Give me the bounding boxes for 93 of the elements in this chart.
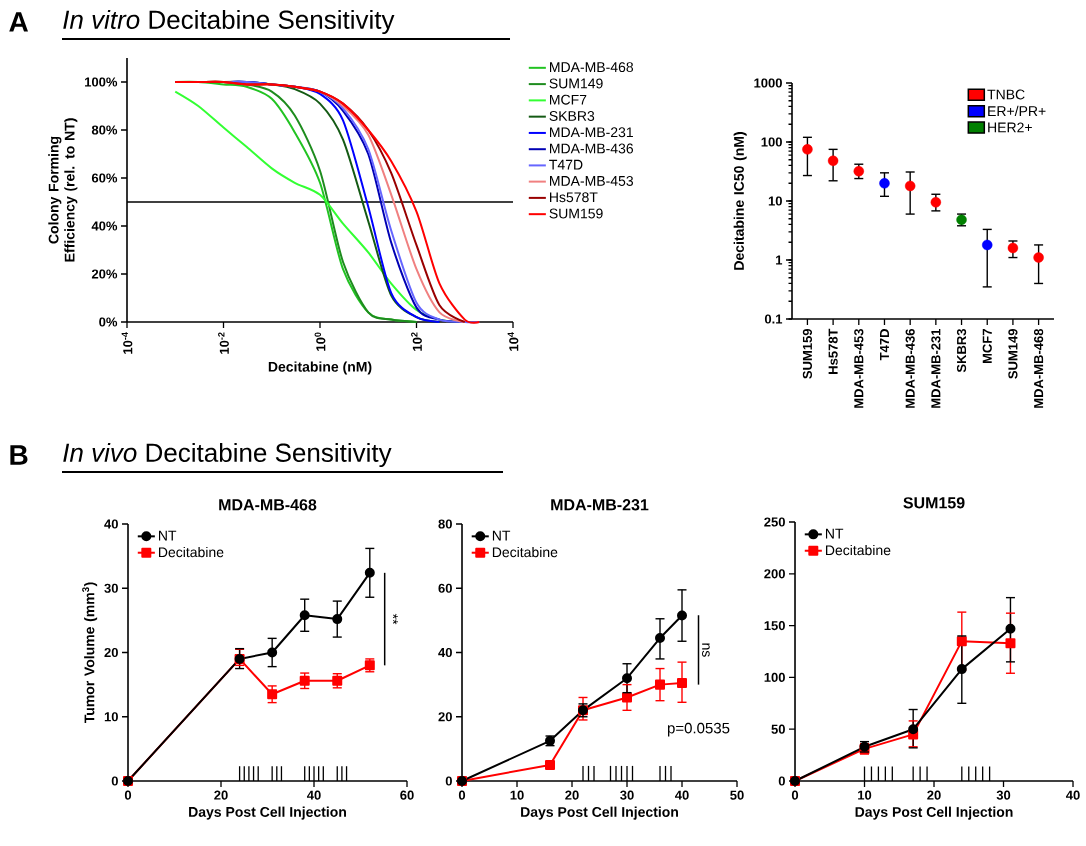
x-tick-label: MDA-MB-468 <box>1034 328 1044 408</box>
legend-label: Decitabine <box>159 546 224 558</box>
y-tick-label: 150 <box>764 620 785 631</box>
annotation: ns <box>702 643 710 657</box>
y-axis-title: Tumor Volume (mm$^{3}$) <box>82 582 98 724</box>
x-axis-title: Decitabine (nM) <box>268 361 372 375</box>
legend-label: T47D <box>549 159 583 170</box>
x-tick-label: MDA-MB-436 <box>905 329 915 408</box>
y-tick-label: 250 <box>764 517 785 527</box>
x-tick-label: 0 <box>124 790 132 800</box>
x-tick-label: 20 <box>214 790 228 800</box>
y-tick-label: 80% <box>91 125 118 135</box>
y-axis-title: Colony Forming Efficiency (rel. to NT) <box>48 118 78 262</box>
y-tick-label: 1 <box>776 255 783 265</box>
y-tick-label: 0 <box>111 776 118 786</box>
x-tick-label: 10$^{-2}$ <box>218 332 229 354</box>
x-tick-label: 10$^{-4}$ <box>121 332 133 354</box>
x-axis-title: Days Post Cell Injection <box>189 806 346 820</box>
x-tick-label: 60 <box>400 790 414 800</box>
x-tick-label: 30 <box>996 790 1011 800</box>
y-tick-label: 10 <box>768 196 782 206</box>
chart-title: MDA-MB-468 <box>219 499 317 511</box>
y-tick-label: 0% <box>99 317 118 327</box>
y-tick-label: 40 <box>104 519 118 529</box>
y-tick-label: 60% <box>91 173 118 183</box>
y-tick-label: 1000 <box>754 78 782 88</box>
legend-label: Decitabine <box>492 546 558 558</box>
legend-label: NT <box>492 530 511 541</box>
x-tick-label: Hs578T <box>828 328 838 374</box>
y-tick-label: 20 <box>438 712 452 722</box>
y-tick-label: 10 <box>104 712 118 722</box>
x-axis-title: Days Post Cell Injection <box>855 806 1013 820</box>
y-tick-label: 200 <box>764 569 785 579</box>
text: B <box>10 445 28 465</box>
x-tick-label: 10$^{0}$ <box>314 332 326 351</box>
x-tick-label: MCF7 <box>982 329 992 364</box>
legend-label: MDA-MB-436 <box>550 143 634 154</box>
x-tick-label: SKBR3 <box>956 329 967 373</box>
x-tick-label: 0 <box>791 790 799 800</box>
x-tick-label: SUM149 <box>1008 329 1018 379</box>
legend-label: SUM149 <box>549 78 603 89</box>
x-tick-label: 10 <box>858 790 872 800</box>
y-tick-label: 100 <box>764 672 785 682</box>
y-tick-label: 0 <box>778 776 785 786</box>
text: A <box>9 12 29 32</box>
x-tick-label: SUM159 <box>802 329 813 379</box>
x-tick-label: 20 <box>565 790 579 800</box>
y-tick-label: 60 <box>438 583 452 593</box>
x-tick-label: MDA-MB-231 <box>931 328 941 408</box>
legend-label: NT <box>825 528 844 539</box>
chart-title: SUM159 <box>903 497 965 509</box>
x-tick-label: 10$^{2}$ <box>411 332 422 351</box>
y-tick-label: 0.1 <box>764 314 783 324</box>
x-tick-label: 10 <box>510 790 524 800</box>
text: In vivo Decitabine Sensitivity <box>63 442 392 468</box>
x-tick-label: MDA-MB-453 <box>854 329 864 408</box>
legend-label: Decitabine <box>825 544 891 556</box>
text: In vitro Decitabine Sensitivity <box>63 9 395 35</box>
y-tick-label: 40% <box>91 221 118 231</box>
x-tick-label: 50 <box>730 790 744 800</box>
x-tick-label: 40 <box>306 790 321 800</box>
legend-label: ER+/PR+ <box>988 105 1046 117</box>
legend-label: MDA-MB-231 <box>550 127 633 138</box>
y-tick-label: 20% <box>91 269 118 279</box>
legend-label: SKBR3 <box>549 111 595 121</box>
y-tick-label: 0 <box>445 776 452 786</box>
x-axis-title: Days Post Cell Injection <box>521 806 678 820</box>
x-tick-label: 20 <box>927 790 941 800</box>
legend-label: SUM159 <box>549 208 603 219</box>
legend-label: HER2+ <box>988 122 1032 133</box>
x-tick-label: 10$^{4}$ <box>507 332 519 351</box>
y-axis-title: Decitabine IC50 (nM) <box>733 132 747 270</box>
x-tick-label: 40 <box>1065 790 1080 800</box>
y-tick-label: 30 <box>104 583 118 593</box>
x-tick-label: 30 <box>620 790 634 800</box>
legend-label: NT <box>159 530 177 541</box>
y-tick-label: 40 <box>438 647 452 658</box>
x-tick-label: 0 <box>458 790 466 800</box>
x-tick-label: 40 <box>674 790 689 800</box>
x-tick-label: T47D <box>880 329 889 361</box>
chart-title: MDA-MB-231 <box>551 499 649 511</box>
y-tick-label: 50 <box>771 724 785 734</box>
legend-label: MDA-MB-468 <box>550 62 634 73</box>
y-tick-label: 20 <box>104 647 118 658</box>
annotation: ** <box>392 613 398 625</box>
legend-label: MCF7 <box>550 94 587 105</box>
y-tick-label: 100% <box>85 77 118 87</box>
legend-label: Hs578T <box>550 192 598 203</box>
legend-label: TNBC <box>987 89 1025 100</box>
legend-label: MDA-MB-453 <box>550 175 634 186</box>
annotation: p=0.0535 <box>667 722 730 737</box>
y-tick-label: 100 <box>761 137 782 147</box>
y-tick-label: 80 <box>438 519 452 529</box>
